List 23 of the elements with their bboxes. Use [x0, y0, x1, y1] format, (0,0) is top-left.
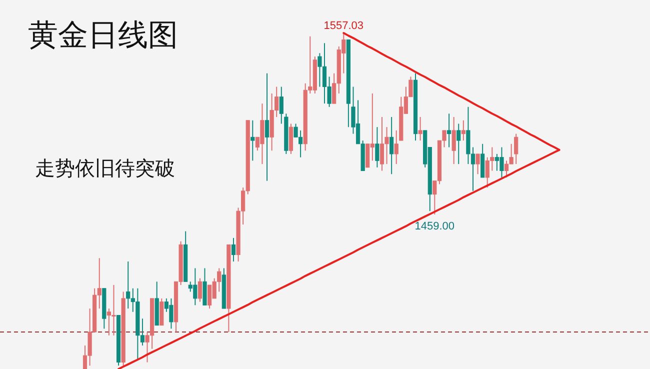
candlestick — [446, 113, 452, 148]
candlestick — [250, 120, 255, 162]
candlestick — [198, 278, 202, 302]
candlestick — [456, 123, 461, 165]
candlestick — [418, 116, 422, 142]
candlestick — [279, 86, 284, 124]
candlestick — [264, 72, 270, 182]
candlestick — [476, 153, 480, 175]
candlestick — [390, 116, 394, 175]
candlestick — [461, 120, 466, 142]
annotation: 1459.00 — [414, 220, 455, 232]
annotation: 1557.03 — [324, 20, 364, 32]
candlestick — [288, 123, 294, 154]
text: 走势依旧待突破 — [35, 158, 175, 180]
candlestick — [514, 133, 518, 165]
chart-title: 黄金日线图 — [28, 19, 178, 52]
candlestick — [375, 126, 380, 168]
candlestick — [160, 298, 164, 326]
candlestick — [452, 116, 456, 165]
candlestick — [202, 268, 207, 306]
candlestick — [480, 143, 485, 178]
candlestick — [231, 237, 236, 262]
candlestick — [394, 130, 398, 165]
